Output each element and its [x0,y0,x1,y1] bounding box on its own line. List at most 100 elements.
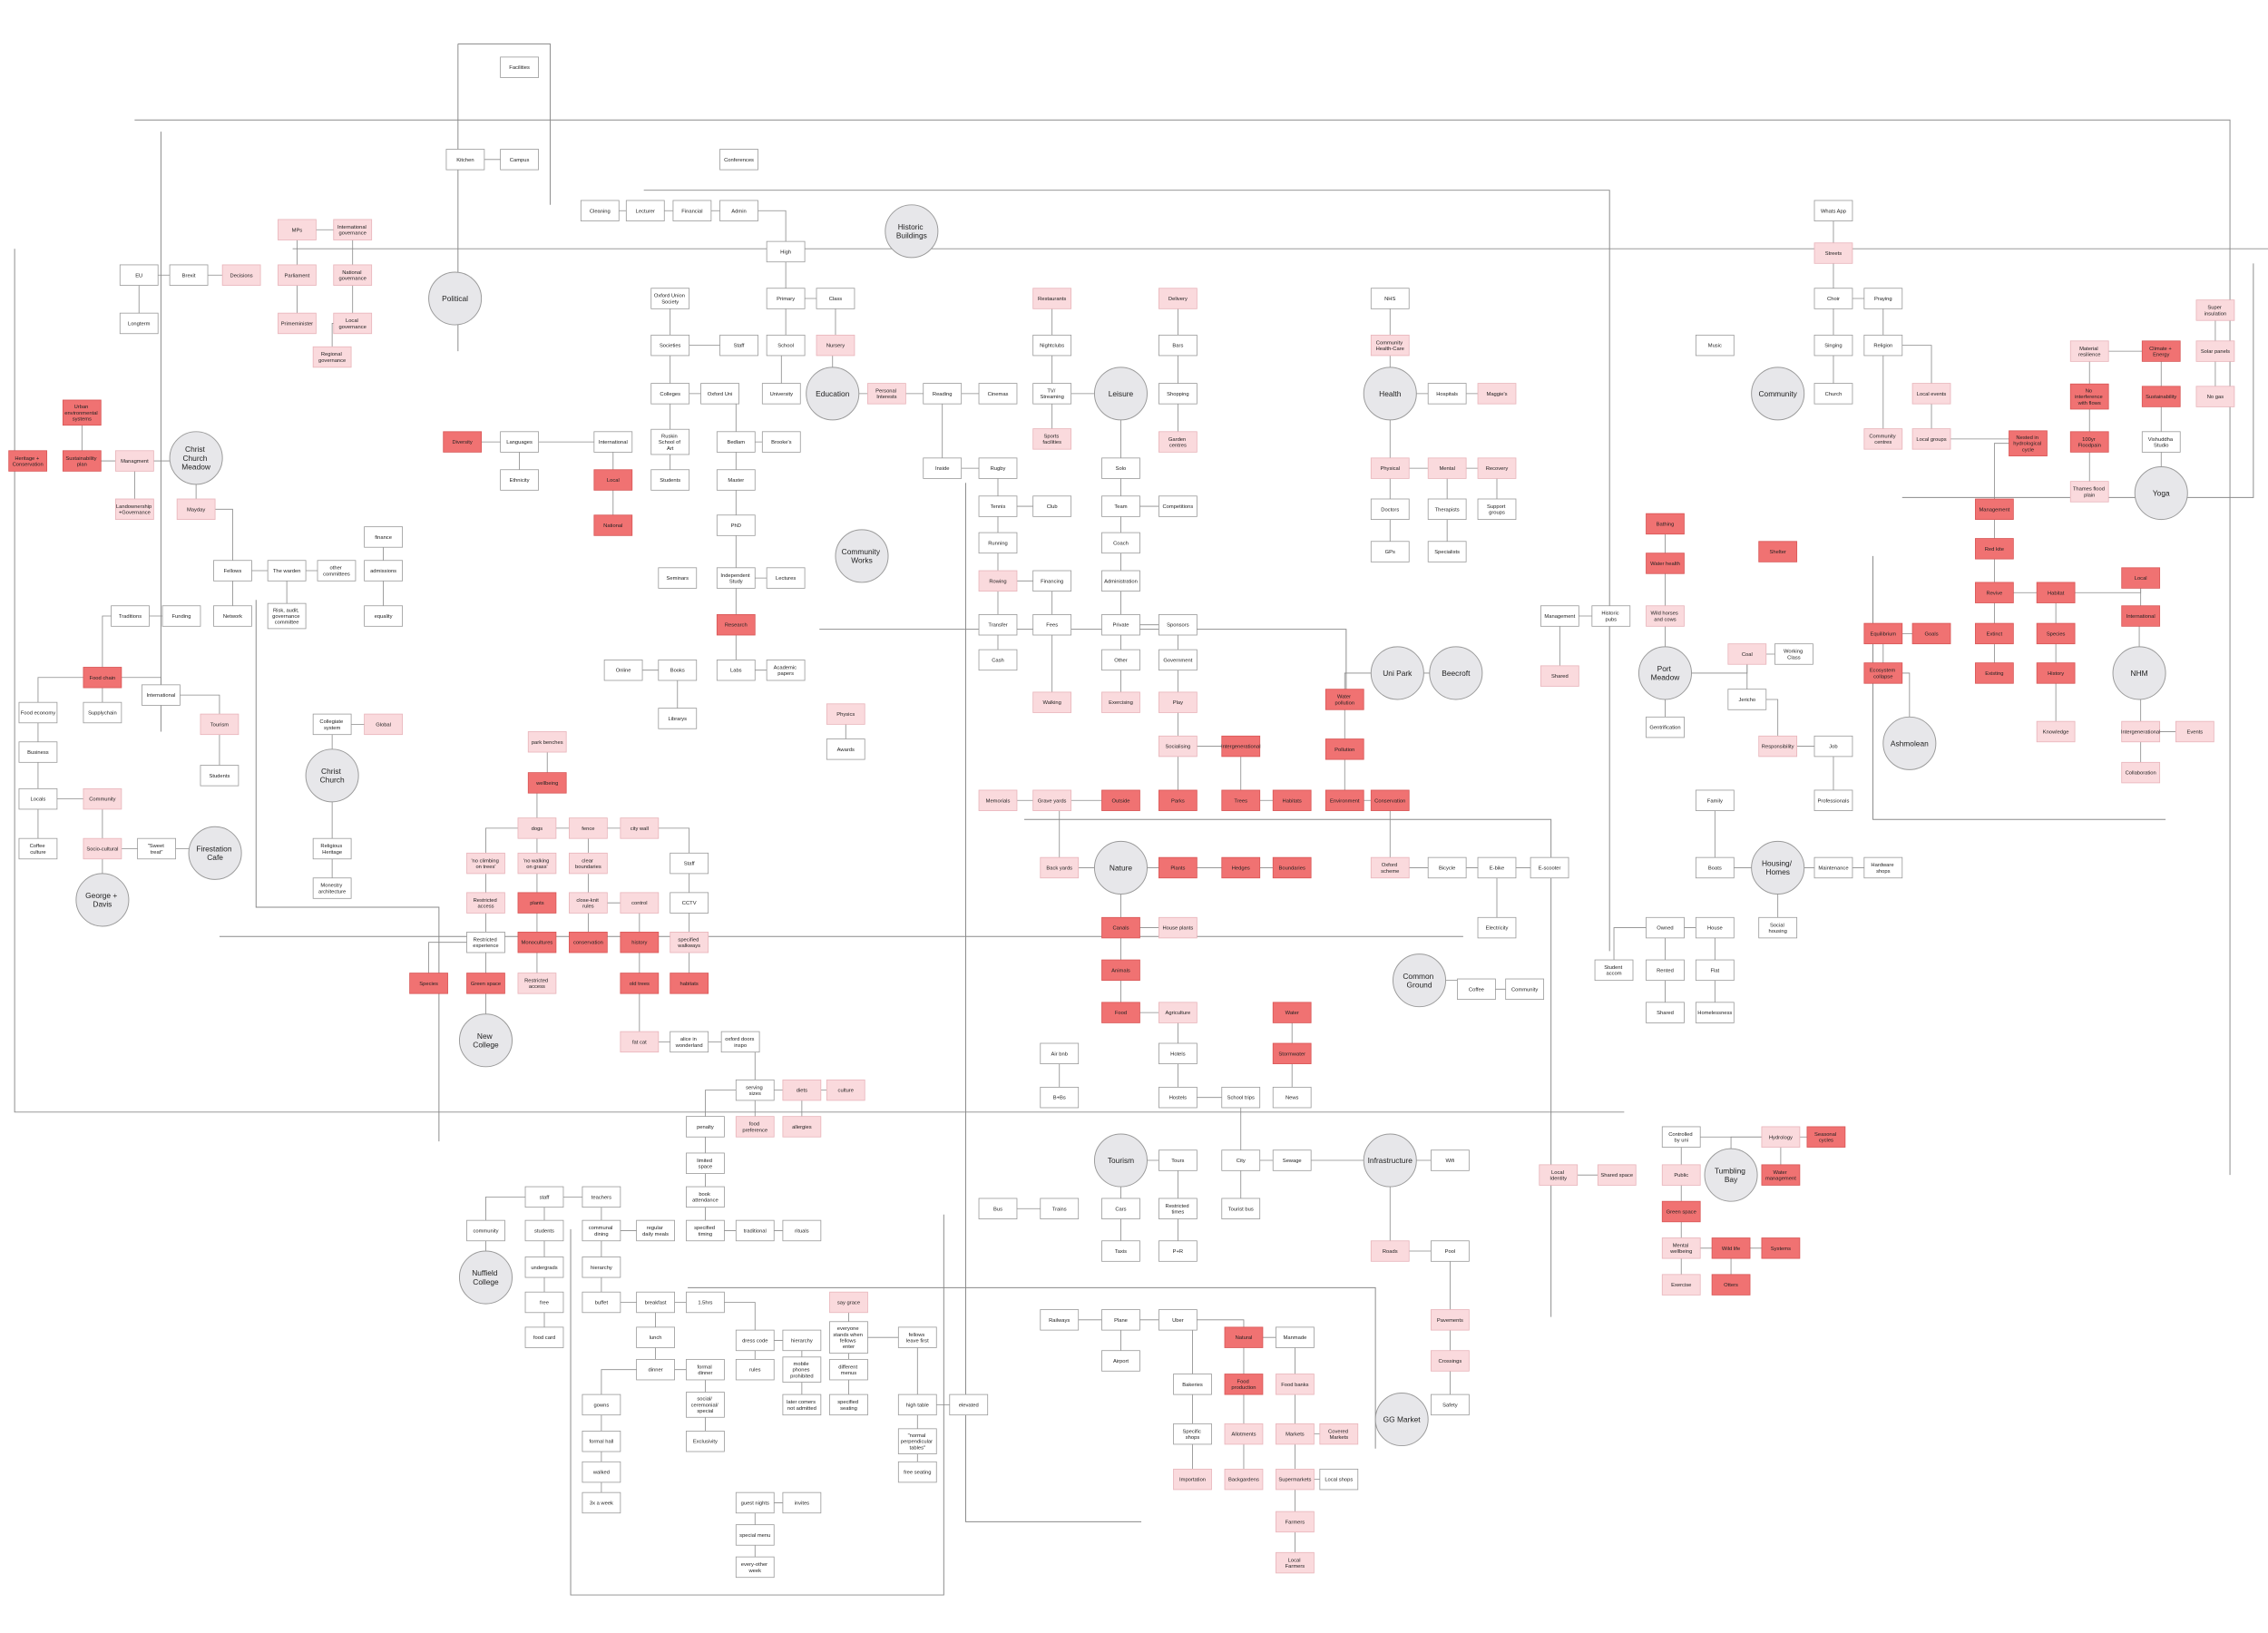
node: Airport [1101,1350,1140,1372]
node-box [686,1291,725,1314]
node: International [593,431,633,453]
node-label: Intergenerational [2121,729,2161,735]
node: Food banks [1276,1374,1315,1395]
node: Tours [1158,1149,1198,1171]
node-label: regular daily meals [642,1226,669,1237]
node: Conferences [719,149,758,171]
node-label: Local events [1917,392,1947,397]
node-label: Collegiate system [319,719,344,731]
node-box [1173,1468,1212,1491]
node-box [1276,1326,1315,1348]
node-label: Covered Markets [1328,1429,1350,1441]
node-circle [1370,646,1424,700]
node-label: specified walkways [677,937,700,949]
node: Oxford Uni [700,383,739,405]
node-label: social/ ceremonial/ special [691,1397,720,1414]
node-box [62,399,102,426]
node: Food chain [83,667,122,689]
node-label: Extinct [1987,631,2003,637]
node-label: Ecosystem collapse [1870,669,1897,680]
node-box [1813,200,1853,221]
node: Management [1540,605,1579,627]
node-label: Importation [1179,1478,1206,1483]
node-box [978,649,1018,671]
node-label: Diversity [453,440,473,445]
node: Uber [1158,1309,1198,1331]
node-label: Socio-cultural [86,847,118,853]
node-label: GPs [1385,550,1395,555]
node: Inside [923,457,963,479]
connector [485,1196,544,1231]
node: Students [200,765,240,787]
node-box [2175,720,2214,743]
node-label: Heritage + Conservation [13,456,44,468]
node-label: Longterm [128,321,151,327]
node-label: Community [1758,389,1797,398]
node-box [620,892,660,914]
node-box [782,1329,822,1352]
node-label: Facilities [509,65,530,71]
node: Pollution [1325,738,1364,760]
node-box [1427,498,1467,520]
node: close-knit rules [569,892,608,914]
node-label: Monestry architecture [318,884,346,895]
node-label: Local [2135,576,2147,582]
node: Hospitals [1427,383,1467,405]
node-box [1540,665,1579,687]
node-label: Equilibrium [1870,631,1896,637]
node-box [897,1326,937,1348]
node-box [1661,1126,1701,1148]
node: Food production [1224,1374,1264,1395]
node: The warden [267,560,307,582]
node-label: Public [1674,1173,1688,1178]
node-box [1863,662,1903,684]
node: Walking [1032,691,1072,713]
node: Risk, audit, governance committee [267,602,307,630]
node-box [466,852,505,875]
node-label: Stormwater [1278,1051,1305,1057]
node-label: Walking [1042,700,1061,706]
node-box [267,602,307,630]
node-label: allergies [792,1125,812,1130]
node-label: breakfast [645,1301,667,1306]
connector [255,600,440,1142]
node-box [1032,495,1072,517]
node-label: Solo [1116,466,1127,472]
node-box [582,1219,621,1242]
node-box [1158,735,1198,758]
node: buffet [582,1291,621,1314]
node-label: fence [582,826,594,832]
node-box [716,431,756,453]
node-label: 'no walking on grass' [523,858,551,870]
node-label: Political [442,294,468,303]
node-label: MPs [292,228,303,233]
node-box [200,765,240,787]
node-box [636,1326,675,1348]
node-box [18,701,58,724]
connector [457,43,551,205]
node-box [686,1152,725,1174]
node-box [1101,916,1140,939]
node-box [1319,1423,1359,1445]
node-box [582,1186,621,1208]
node: Tourism [200,713,240,736]
node: Education [806,367,860,421]
node-box [719,200,758,221]
node-box [650,334,690,357]
node-label: Yoga [2153,488,2170,497]
node: alice in wonderland [670,1031,709,1053]
node: Hotels [1158,1042,1198,1064]
node-box [720,1031,760,1053]
node: Nuffield College [458,1250,513,1305]
node: Events [2175,720,2214,743]
node: food preference [735,1116,775,1138]
node-box [142,684,181,706]
node-label: Health [1379,389,1402,398]
node-label: Oxford scheme [1381,863,1399,875]
node-label: Hedges [1232,865,1250,871]
node-box [582,1431,621,1452]
node-label: Church [1825,392,1843,397]
node-box [1173,1423,1212,1445]
node: Community Works [835,529,889,583]
node-box [782,1116,822,1138]
